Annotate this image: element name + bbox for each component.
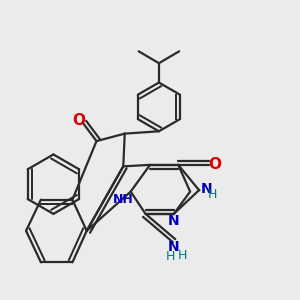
Text: H: H (166, 250, 176, 263)
Text: O: O (72, 113, 85, 128)
Text: NH: NH (113, 193, 134, 206)
Text: N: N (168, 214, 180, 228)
Text: N: N (168, 240, 180, 254)
Text: O: O (208, 158, 221, 172)
Text: H: H (208, 188, 217, 201)
Text: N: N (200, 182, 212, 196)
Text: H: H (178, 249, 188, 262)
